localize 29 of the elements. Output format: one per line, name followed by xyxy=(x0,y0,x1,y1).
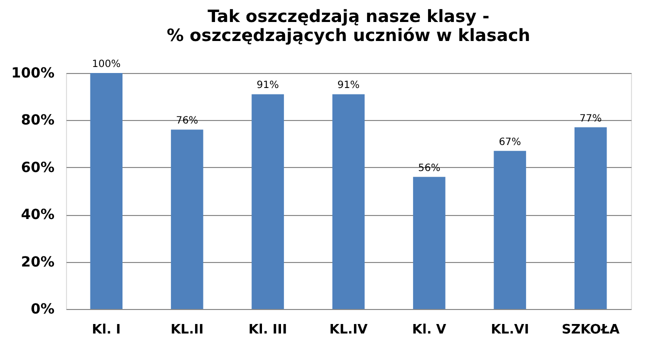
x-tick-label: KL.IV xyxy=(329,322,368,338)
data-label: 67% xyxy=(498,136,522,148)
bar xyxy=(574,127,607,309)
data-label: 56% xyxy=(418,162,440,174)
y-tick-label: 20% xyxy=(20,254,54,270)
y-tick-label: 100% xyxy=(11,66,54,82)
y-tick-label: 80% xyxy=(20,112,54,129)
bar xyxy=(252,94,284,309)
y-tick-label: 0% xyxy=(30,302,54,318)
bar xyxy=(413,176,446,309)
bar xyxy=(170,130,204,309)
bar xyxy=(332,94,365,309)
data-label: 77% xyxy=(580,113,602,124)
x-tick-label: Kl. III xyxy=(248,322,288,338)
data-label: 100% xyxy=(92,59,121,70)
x-tick-label: KL.VI xyxy=(490,322,530,338)
y-tick-label: 40% xyxy=(20,207,54,224)
y-tick-label: 60% xyxy=(20,160,54,176)
bar xyxy=(494,150,526,309)
text: Tak oszczędzają nasze klasy - xyxy=(208,7,490,27)
x-tick-label: Kl. V xyxy=(412,322,446,338)
data-label: 76% xyxy=(176,116,198,127)
data-label: 91% xyxy=(256,80,279,92)
data-label: 91% xyxy=(337,80,360,92)
x-tick-label: KL.II xyxy=(170,322,204,338)
bar xyxy=(90,73,122,309)
x-tick-label: SZKOŁA xyxy=(562,322,620,338)
x-tick-label: Kl. I xyxy=(92,322,121,338)
text: % oszczędzających uczniów w klasach xyxy=(166,26,530,46)
